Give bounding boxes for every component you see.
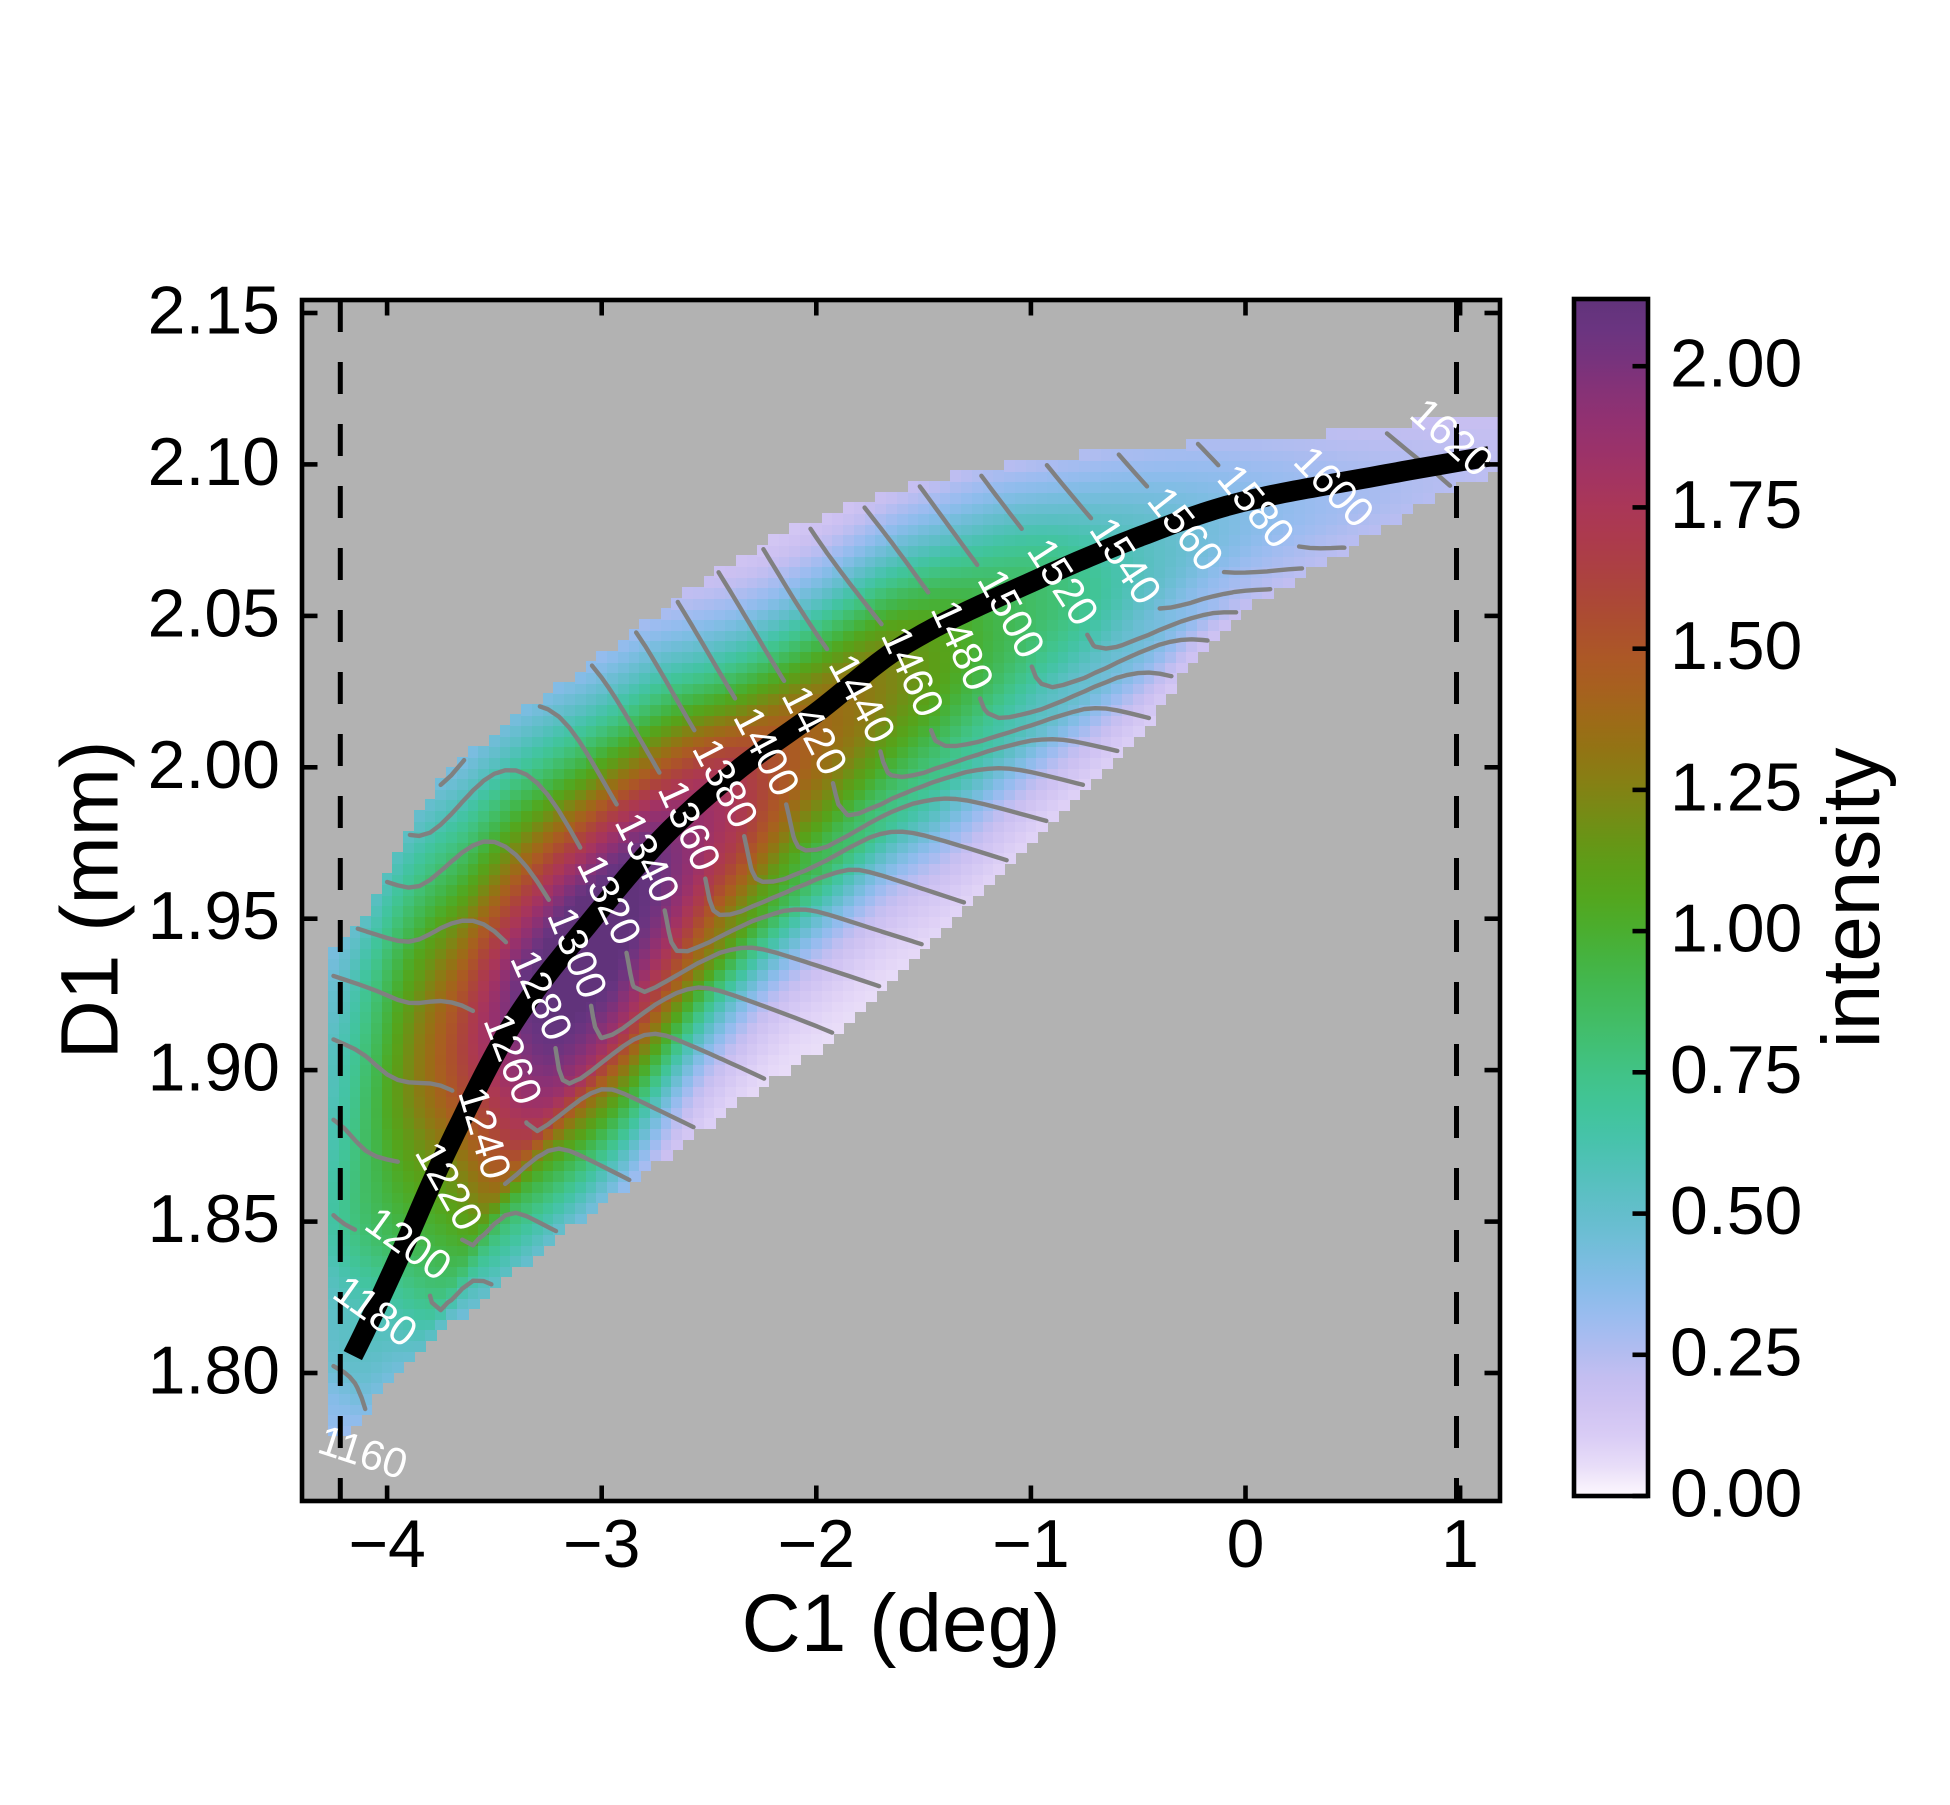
svg-text:−3: −3 xyxy=(563,1506,641,1582)
svg-text:−1: −1 xyxy=(992,1506,1070,1582)
svg-text:0.75: 0.75 xyxy=(1670,1032,1802,1108)
svg-text:2.00: 2.00 xyxy=(1670,326,1802,402)
svg-text:1.80: 1.80 xyxy=(148,1333,280,1409)
svg-text:2.10: 2.10 xyxy=(148,424,280,500)
svg-text:2.15: 2.15 xyxy=(148,273,280,349)
svg-text:1.95: 1.95 xyxy=(148,878,280,954)
svg-text:2.05: 2.05 xyxy=(148,575,280,651)
svg-text:1: 1 xyxy=(1441,1506,1479,1582)
svg-text:1.75: 1.75 xyxy=(1670,467,1802,543)
svg-text:intensity: intensity xyxy=(1806,748,1897,1049)
svg-text:1.25: 1.25 xyxy=(1670,749,1802,825)
svg-text:1.00: 1.00 xyxy=(1670,891,1802,967)
svg-text:1.90: 1.90 xyxy=(148,1030,280,1106)
svg-text:0.00: 0.00 xyxy=(1670,1456,1802,1532)
svg-text:2.00: 2.00 xyxy=(148,727,280,803)
svg-text:−2: −2 xyxy=(778,1506,856,1582)
svg-text:1.85: 1.85 xyxy=(148,1181,280,1257)
svg-text:D1 (mm): D1 (mm) xyxy=(45,741,136,1060)
svg-text:1.50: 1.50 xyxy=(1670,608,1802,684)
svg-text:0.25: 0.25 xyxy=(1670,1314,1802,1390)
svg-text:0.50: 0.50 xyxy=(1670,1173,1802,1249)
svg-text:C1 (deg): C1 (deg) xyxy=(741,1578,1060,1669)
svg-text:0: 0 xyxy=(1227,1506,1265,1582)
svg-text:−4: −4 xyxy=(348,1506,426,1582)
